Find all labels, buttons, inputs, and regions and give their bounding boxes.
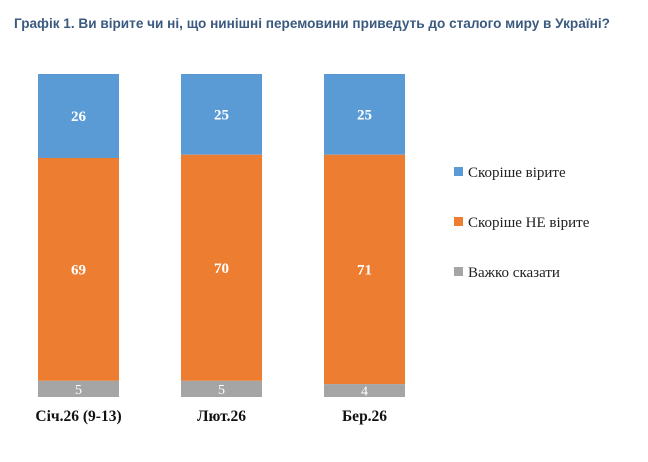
category-label-2: Лют.26: [197, 408, 246, 425]
bar-segment-3-cat-2: [181, 380, 262, 397]
bar-segment-3-cat-3: [324, 384, 405, 397]
chart-title: Графік 1. Ви вірите чи ні, що нинішні пе…: [14, 16, 610, 31]
legend-label-1: Скоріше вірите: [468, 165, 566, 181]
category-label-1: Січ.26 (9-13): [35, 408, 121, 425]
legend-label-3: Важко сказати: [468, 265, 560, 281]
category-label-3: Бер.26: [342, 408, 387, 425]
bar-segment-1-cat-2: [181, 74, 262, 155]
legend-swatch-3: [454, 267, 463, 276]
data-label-2-cat-1: 69: [71, 262, 86, 278]
data-label-3-cat-1: 5: [75, 383, 82, 398]
bar-segment-3-cat-1: [38, 380, 119, 397]
data-label-3-cat-3: 4: [361, 385, 368, 400]
legend-swatch-1: [454, 167, 463, 176]
bar-segment-2-cat-1: [38, 157, 119, 381]
bar-segment-2-cat-2: [181, 154, 262, 381]
bar-segment-1-cat-1: [38, 74, 119, 158]
data-label-3-cat-2: 5: [218, 383, 225, 398]
data-label-1-cat-3: 25: [357, 107, 372, 123]
bar-segment-1-cat-3: [324, 74, 405, 155]
data-label-2-cat-3: 71: [357, 262, 372, 278]
data-label-2-cat-2: 70: [214, 261, 229, 277]
data-label-1-cat-1: 26: [71, 109, 87, 125]
data-label-1-cat-2: 25: [214, 107, 229, 123]
legend-swatch-2: [454, 217, 463, 226]
bar-segment-2-cat-3: [324, 154, 405, 385]
legend-label-2: Скоріше НЕ вірите: [468, 215, 590, 231]
